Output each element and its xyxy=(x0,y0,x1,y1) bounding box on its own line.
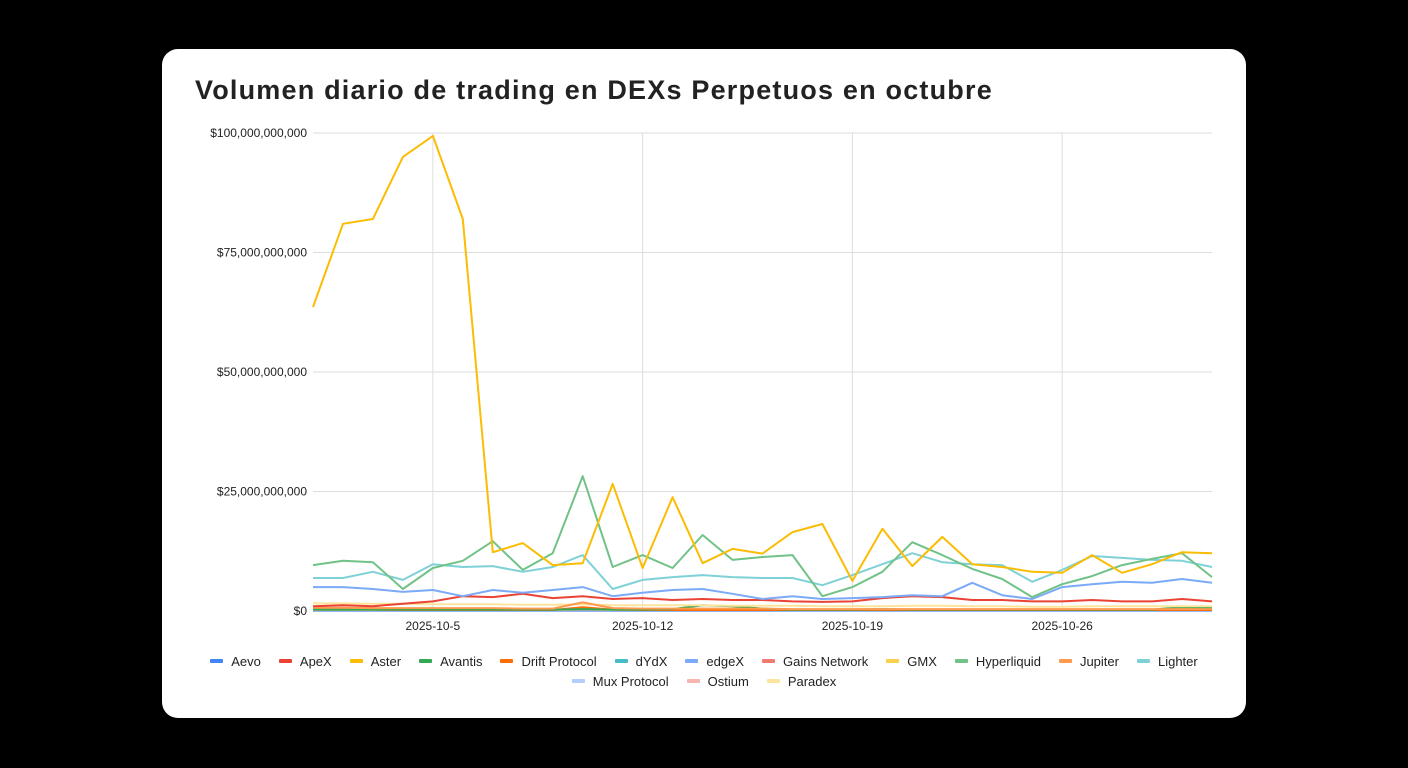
legend-label: Mux Protocol xyxy=(592,673,669,689)
legend-swatch xyxy=(762,659,776,663)
legend-swatch xyxy=(349,659,363,663)
legend-item[interactable]: GMX xyxy=(886,653,937,669)
legend-label: dYdX xyxy=(635,653,668,669)
x-tick-label: 2025-10-5 xyxy=(406,619,461,633)
series-line-jupiter xyxy=(313,601,1212,611)
legend-item[interactable]: edgeX xyxy=(685,653,744,669)
line-chart: $0 $25,000,000,000 $50,000,000,000 $75,000,… xyxy=(210,126,1213,633)
legend-item[interactable]: ApeX xyxy=(278,653,332,669)
legend-swatch xyxy=(1136,659,1150,663)
legend-item[interactable]: Drift Protocol xyxy=(500,653,597,669)
x-tick-label: 2025-10-19 xyxy=(822,619,884,633)
legend-label: Lighter xyxy=(1157,653,1198,669)
legend: Aevo ApeX Aster Avantis Drift Protocol dYdX ed… xyxy=(182,653,1226,689)
y-tick-label: $50,000,000,000 xyxy=(217,365,307,379)
legend-label: Aster xyxy=(370,653,402,669)
chart-title: Volumen diario de trading en DEXs Perpet… xyxy=(195,75,993,105)
legend-swatch xyxy=(954,659,968,663)
legend-item[interactable]: Gains Network xyxy=(762,653,868,669)
legend-label: Ostium xyxy=(707,673,749,689)
legend-item[interactable]: dYdX xyxy=(614,653,668,669)
series-line-edgex xyxy=(313,578,1213,600)
legend-item[interactable]: Jupiter xyxy=(1058,653,1119,669)
legend-item[interactable]: Hyperliquid xyxy=(954,653,1041,669)
legend-swatch xyxy=(419,659,433,663)
legend-item[interactable]: Paradex xyxy=(766,673,837,689)
series-line-lighter xyxy=(313,552,1213,590)
series-line-hyperliquid xyxy=(312,475,1213,599)
y-tick-label: $75,000,000,000 xyxy=(217,246,307,260)
legend-label: Drift Protocol xyxy=(521,653,597,669)
legend-item[interactable]: Mux Protocol xyxy=(571,673,669,689)
x-tick-label: 2025-10-12 xyxy=(612,619,674,633)
legend-item[interactable]: Aevo xyxy=(210,653,261,669)
legend-label: Hyperliquid xyxy=(975,653,1041,669)
legend-label: GMX xyxy=(907,653,937,669)
legend-swatch xyxy=(685,659,699,663)
legend-swatch xyxy=(500,659,514,663)
legend-swatch xyxy=(686,679,700,683)
legend-swatch xyxy=(571,679,585,683)
legend-swatch xyxy=(766,679,780,683)
legend-label: Aevo xyxy=(231,653,261,669)
x-tick-label: 2025-10-26 xyxy=(1031,619,1093,633)
legend-item[interactable]: Lighter xyxy=(1136,653,1198,669)
legend-swatch xyxy=(210,659,224,663)
legend-label: Avantis xyxy=(440,653,483,669)
legend-label: edgeX xyxy=(706,653,745,669)
series-line-aster xyxy=(312,134,1213,582)
legend-label: Gains Network xyxy=(783,653,869,669)
legend-swatch xyxy=(614,659,628,663)
series-line-paradex xyxy=(313,602,1212,608)
legend-label: Paradex xyxy=(787,673,837,689)
legend-swatch xyxy=(1058,659,1072,663)
legend-item[interactable]: Ostium xyxy=(686,673,749,689)
y-tick-label: $0 xyxy=(294,604,308,618)
legend-label: Jupiter xyxy=(1079,653,1119,669)
legend-swatch xyxy=(886,659,900,663)
y-tick-label: $100,000,000,000 xyxy=(210,126,307,140)
y-tick-label: $25,000,000,000 xyxy=(217,485,307,499)
legend-swatch xyxy=(278,659,292,663)
chart-card: Volumen diario de trading en DEXs Perpet… xyxy=(162,49,1246,718)
legend-item[interactable]: Aster xyxy=(349,653,402,669)
legend-label: ApeX xyxy=(299,653,332,669)
legend-item[interactable]: Avantis xyxy=(419,653,482,669)
